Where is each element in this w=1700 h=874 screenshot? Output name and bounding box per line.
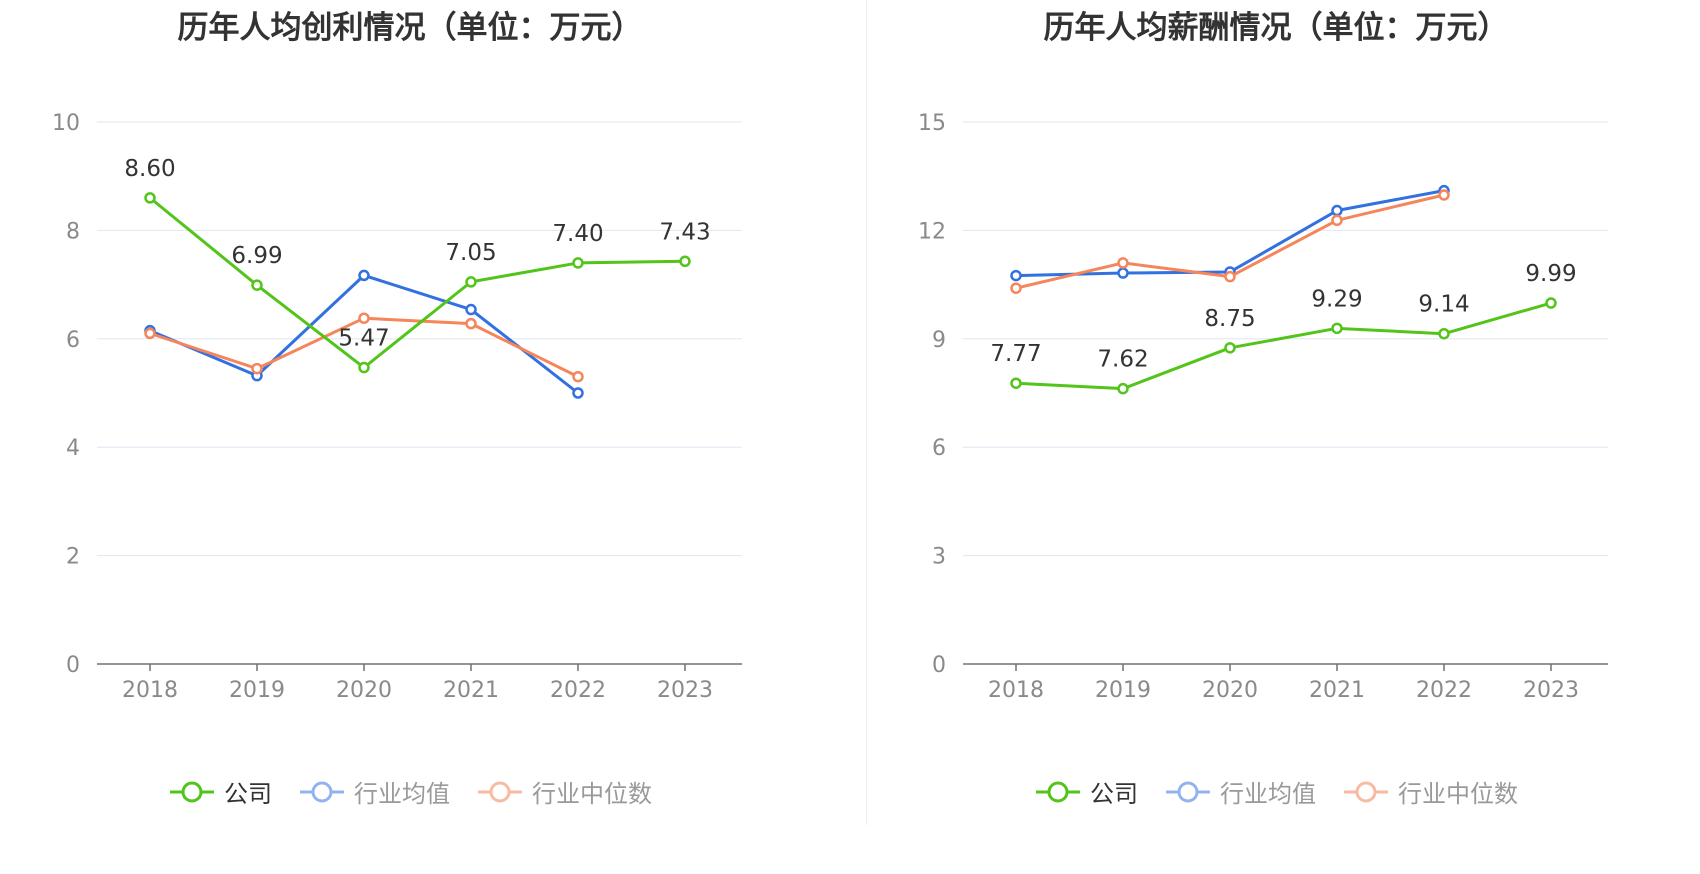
y-tick-label: 2 [66,545,80,570]
data-point-median [144,327,156,340]
legend: 公司 行业均值 行业中位数 [0,774,820,809]
data-point-avg [572,387,584,399]
y-tick-label: 6 [66,328,80,353]
data-point-company [144,192,156,204]
data-point-avg [358,269,370,282]
data-point-company [1438,327,1450,340]
legend-label: 行业中位数 [1398,780,1518,808]
legend-company-icon [1036,781,1080,802]
legend-average-icon [300,781,344,802]
data-label: 9.99 [1525,261,1576,287]
data-point-median [1224,270,1236,283]
y-tick-label: 4 [66,436,80,461]
legend-median-icon [1344,781,1388,802]
data-label: 8.75 [1204,306,1255,332]
data-label: 6.99 [231,243,282,269]
data-point-avg [1331,204,1343,217]
panel-divider [866,0,867,825]
data-point-company [1545,297,1557,309]
data-point-company [465,276,477,288]
data-point-median [1117,257,1129,269]
x-tick-label: 2019 [1095,678,1151,703]
y-tick-label: 0 [932,653,946,678]
chart-title: 历年人均薪酬情况（单位：万元） [1043,10,1509,46]
data-point-company [572,257,584,269]
y-tick-label: 12 [918,219,946,244]
profit-per-capita-panel: 历年人均创利情况（单位：万元） 0 2 4 6 8 10 2018 2019 2020 2021 2… [0,10,820,809]
data-label: 7.77 [990,341,1041,367]
legend-item-company[interactable]: 公司 [1034,774,1138,809]
data-point-median [1438,189,1450,201]
legend-item-company[interactable]: 公司 [168,774,272,809]
data-point-median [1331,214,1343,227]
x-tick-label: 2018 [122,678,178,703]
data-point-median [251,362,263,375]
x-tick-label: 2022 [1416,678,1472,703]
legend-label: 行业均值 [1220,780,1316,808]
data-label: 8.60 [124,156,175,182]
x-tick-label: 2021 [443,678,499,703]
legend-item-industry-median[interactable]: 行业中位数 [1342,774,1518,809]
series-line-company [1015,301,1552,391]
legend-average-icon [1166,781,1210,802]
data-point-company [358,361,370,374]
x-tick-label: 2022 [550,678,606,703]
data-label: 7.43 [659,219,710,245]
legend-median-icon [478,781,522,802]
salary-per-capita-panel: 历年人均薪酬情况（单位：万元） 0 3 6 9 12 15 2018 2019 2020 2021… [866,0,1700,874]
data-label: 7.62 [1097,347,1148,373]
x-tick-label: 2019 [229,678,285,703]
y-tick-label: 3 [932,545,946,570]
data-point-median [465,317,477,330]
data-point-company [1331,322,1343,335]
data-label: 9.29 [1311,286,1362,312]
data-point-median [1010,282,1022,294]
x-tick-label: 2018 [988,678,1044,703]
legend-label: 行业均值 [354,780,450,808]
data-point-company [1010,377,1022,389]
data-point-company [251,279,263,291]
y-tick-label: 0 [66,653,80,678]
legend-label: 公司 [224,780,272,808]
data-point-median [572,370,584,383]
series-line-company [149,196,686,370]
legend-item-industry-average[interactable]: 行业均值 [298,774,450,809]
data-label: 5.47 [338,326,389,352]
data-point-avg [1010,269,1022,282]
data-point-avg [465,303,477,316]
chart-title: 历年人均创利情况（单位：万元） [177,10,643,46]
data-point-company [1224,342,1236,354]
profit-per-capita-chart: 0 2 4 6 8 10 2018 2019 2020 2021 2022 2023 8.60 6.99 5… [52,111,742,703]
y-tick-label: 9 [932,328,946,353]
legend-item-industry-median[interactable]: 行业中位数 [476,774,652,809]
legend-company-icon [170,781,214,802]
legend-item-industry-average[interactable]: 行业均值 [1164,774,1316,809]
series-line-avg [1015,189,1445,278]
x-tick-label: 2020 [336,678,392,703]
data-label: 7.05 [445,240,496,266]
x-tick-label: 2023 [1523,678,1579,703]
data-point-company [679,255,691,268]
data-point-avg [1117,267,1129,279]
legend-label: 行业中位数 [532,780,652,808]
x-tick-label: 2020 [1202,678,1258,703]
salary-per-capita-chart: 0 3 6 9 12 15 2018 2019 2020 2021 2022 2023 7.77 7.62… [918,111,1608,703]
y-tick-label: 15 [918,111,946,136]
y-tick-label: 6 [932,436,946,461]
y-tick-label: 8 [66,219,80,244]
x-tick-label: 2021 [1309,678,1365,703]
legend: 公司 行业均值 行业中位数 [866,774,1686,809]
data-point-median [358,312,370,324]
legend-label: 公司 [1090,780,1138,808]
y-tick-label: 10 [52,111,80,136]
data-point-company [1117,382,1129,395]
x-tick-label: 2023 [657,678,713,703]
data-label: 9.14 [1418,292,1469,318]
data-label: 7.40 [552,221,603,247]
